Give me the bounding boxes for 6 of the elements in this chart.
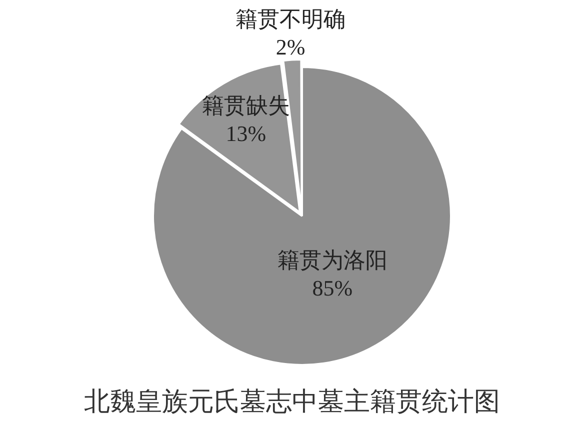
- data-label: 85%: [312, 276, 353, 301]
- data-label: 13%: [226, 120, 266, 146]
- data-label: 2%: [276, 34, 306, 60]
- text: 北魏皇族元氏墓志中墓主籍贯统计图: [83, 386, 501, 419]
- slice-label: 籍贯不明确: [236, 6, 346, 32]
- slice-label: 籍贯为洛阳: [277, 248, 388, 273]
